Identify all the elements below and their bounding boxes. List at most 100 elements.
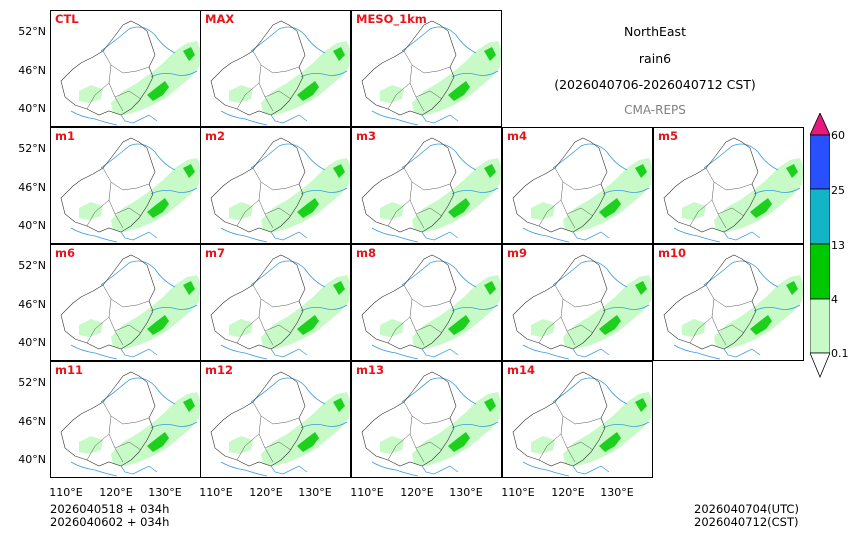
province-border-1 xyxy=(252,167,300,191)
colorbar-label-60: 60 xyxy=(831,129,845,142)
river-line-3 xyxy=(70,461,118,477)
lat-label: 52°N xyxy=(18,376,46,389)
lon-label: 110°E xyxy=(501,486,535,499)
province-border-2 xyxy=(108,181,124,229)
province-border-2 xyxy=(409,298,425,346)
coastline xyxy=(421,114,459,124)
lon-label: 130°E xyxy=(148,486,182,499)
province-border-3 xyxy=(538,433,562,461)
map-panel-m7: m7 xyxy=(200,244,351,361)
river-line-2 xyxy=(602,421,650,429)
rain-area-moderate xyxy=(448,81,470,101)
river-line-2 xyxy=(150,304,198,312)
coastline xyxy=(572,465,610,475)
colorbar-label-25: 25 xyxy=(831,184,845,197)
province-border-3 xyxy=(236,199,260,227)
province-border-1 xyxy=(554,401,602,425)
footer-valid-utc: 2026040704(UTC) xyxy=(694,502,799,516)
footer-valid-times: 2026040704(UTC) 2026040712(CST) xyxy=(694,503,799,529)
province-border-3 xyxy=(86,199,110,227)
province-border-3 xyxy=(387,316,411,344)
lon-label: 130°E xyxy=(449,486,483,499)
rain-area-moderate-east xyxy=(183,398,195,412)
rain-area-west xyxy=(531,436,555,454)
rain-area-moderate-east xyxy=(786,281,798,295)
rain-area-moderate xyxy=(599,432,621,452)
rain-area-light xyxy=(563,392,652,466)
title-period: (2026040706-2026040712 CST) xyxy=(554,77,756,92)
rain-area-light xyxy=(111,392,200,466)
river-line-3 xyxy=(220,110,268,126)
panel-label: MAX xyxy=(205,12,235,26)
province-border-2 xyxy=(258,181,274,229)
title-source: CMA-REPS xyxy=(624,103,686,117)
rain-area-light xyxy=(563,158,652,232)
province-border-2 xyxy=(560,298,576,346)
province-border-4 xyxy=(717,207,745,217)
province-border-3 xyxy=(387,199,411,227)
coastline xyxy=(270,114,308,124)
river-line-2 xyxy=(451,187,499,195)
map-canvas xyxy=(512,371,652,477)
panel-label: m2 xyxy=(205,129,225,143)
river-line-3 xyxy=(371,110,419,126)
coastline xyxy=(421,348,459,358)
river-line-3 xyxy=(673,344,721,360)
colorbar-label-13: 13 xyxy=(831,239,845,252)
coastline xyxy=(572,348,610,358)
rain-area-light xyxy=(412,158,501,232)
province-border-3 xyxy=(86,82,110,110)
lat-label: 40°N xyxy=(18,336,46,349)
map-canvas xyxy=(210,254,350,360)
province-border-1 xyxy=(403,284,451,308)
rain-area-light xyxy=(563,275,652,349)
map-canvas xyxy=(60,254,200,360)
rain-area-moderate xyxy=(297,198,319,218)
colorbar-label-0-1: 0.1 xyxy=(831,347,849,360)
province-border-1 xyxy=(554,284,602,308)
rain-area-light xyxy=(261,158,350,232)
province-border-4 xyxy=(114,324,142,334)
river-line-2 xyxy=(753,187,801,195)
rain-area-moderate xyxy=(448,432,470,452)
map-canvas xyxy=(210,137,350,243)
rain-area-west xyxy=(682,202,706,220)
province-border-4 xyxy=(264,441,292,451)
rain-area-west xyxy=(79,319,103,337)
coastline xyxy=(723,231,761,241)
rain-area-moderate-east xyxy=(183,47,195,61)
rain-area-moderate xyxy=(147,432,169,452)
map-panel-m10: m10 xyxy=(653,244,804,361)
province-border-1 xyxy=(102,167,150,191)
province-border-3 xyxy=(86,316,110,344)
map-panel-meso-1km: MESO_1km xyxy=(351,10,502,127)
panel-label: m6 xyxy=(55,246,75,260)
coastline xyxy=(572,231,610,241)
rain-area-west xyxy=(79,202,103,220)
map-canvas xyxy=(663,254,803,360)
footer-init-times: 2026040518 + 034h 2026040602 + 034h xyxy=(50,503,169,529)
map-canvas xyxy=(663,137,803,243)
province-border-1 xyxy=(403,167,451,191)
rain-area-moderate xyxy=(297,315,319,335)
lon-label: 130°E xyxy=(600,486,634,499)
lat-label: 46°N xyxy=(18,181,46,194)
rain-area-light xyxy=(111,41,200,115)
province-border-4 xyxy=(114,207,142,217)
province-border-2 xyxy=(560,181,576,229)
province-border-3 xyxy=(538,316,562,344)
province-border-1 xyxy=(102,401,150,425)
coastline xyxy=(421,231,459,241)
province-border-3 xyxy=(689,199,713,227)
lon-label: 110°E xyxy=(350,486,384,499)
map-panel-m4: m4 xyxy=(502,127,653,244)
rain-area-moderate xyxy=(147,315,169,335)
lat-label: 46°N xyxy=(18,415,46,428)
rain-area-west xyxy=(531,202,555,220)
rain-area-west xyxy=(380,319,404,337)
colorbar-segment-4 xyxy=(810,298,830,354)
map-panel-m14: m14 xyxy=(502,361,653,478)
coastline xyxy=(421,465,459,475)
river-line-2 xyxy=(602,187,650,195)
coastline xyxy=(120,114,158,124)
